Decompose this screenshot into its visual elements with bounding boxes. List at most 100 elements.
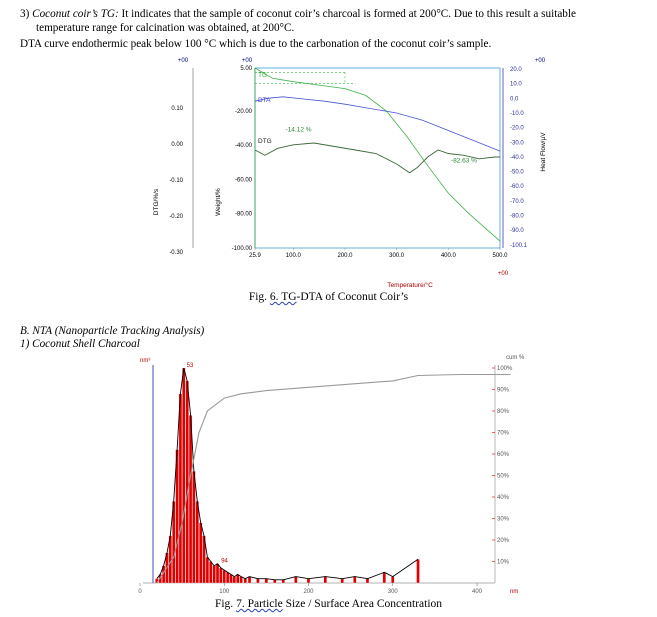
tg-dta-chart: +00 +00 +00 DTG/%/s Weight/% Heat Flow/µ…: [153, 58, 547, 289]
paragraph-tg-line2: temperature range for calcination was ob…: [36, 22, 295, 34]
histogram-bar: [185, 380, 189, 584]
heat-tick-label: -20.0: [510, 126, 524, 132]
heat-tick-label: -70.0: [510, 199, 524, 205]
histogram-bar: [205, 557, 210, 584]
cum-tick-label: 50%: [497, 474, 510, 480]
dtg-axis-label: DTG/%/s: [153, 188, 160, 215]
histogram-bar: [391, 576, 395, 584]
dta-series-label: DTA: [258, 97, 271, 104]
histogram-bar: [178, 393, 183, 584]
dtg-series-label: DTG: [258, 138, 272, 145]
nta-y-label: nm³: [140, 358, 150, 364]
histogram-bar: [229, 574, 233, 584]
histogram-bar: [340, 578, 344, 584]
histogram-bar: [199, 522, 203, 584]
histogram-bar: [306, 578, 311, 584]
heat-tick-label: -50.0: [510, 170, 524, 176]
histogram-bar: [182, 367, 186, 584]
dtg-axis-top-tick: +00: [178, 58, 189, 64]
item-number: 3): [20, 8, 30, 20]
figure-7-caption: Fig. 7. Particle Size / Surface Area Con…: [0, 598, 657, 610]
paragraph-tg: 3) Coconut coir’s TG: It indicates that …: [20, 7, 650, 21]
x-axis-label: Temperature/°C: [387, 281, 433, 289]
weight-tick-label: -60.00: [235, 177, 253, 183]
cum-tick-label: 80%: [497, 409, 510, 415]
cumulative-line: [156, 373, 511, 584]
cum-tick-label: 90%: [497, 388, 510, 394]
nta-x-unit: nm: [510, 589, 518, 595]
peak-label: 94: [221, 559, 228, 565]
cum-tick-label: 40%: [497, 495, 510, 501]
histogram-bar: [243, 578, 247, 584]
figure-6-caption: Fig. 6. TG-DTA of Coconut Coir’s: [0, 291, 657, 303]
histogram-bar: [273, 579, 277, 584]
fig7-title: Size / Surface Area Concentration: [282, 598, 443, 610]
nta-right-axis-label: cum %: [506, 355, 525, 361]
histogram-bar: [209, 561, 213, 584]
cum-tick-label: 10%: [497, 560, 510, 566]
fig6-prefix: Fig.: [248, 291, 268, 303]
nta-x-tick-label: 200: [303, 589, 314, 595]
section-b-heading: B. NTA (Nanoparticle Tracking Analysis): [20, 325, 205, 337]
nta-x-tick-label: 400: [472, 589, 483, 595]
dtg-tick-label: -0.10: [169, 178, 183, 184]
heat-tick-label: -90.0: [510, 228, 524, 234]
weight-axis-top-tick: +00: [242, 58, 253, 64]
mass-loss-annotation: -14.12 %: [286, 126, 312, 133]
heat-tick-label: -30.0: [510, 140, 524, 146]
weight-tick-label: -20.00: [235, 109, 253, 115]
weight-tick-label: -40.00: [235, 143, 253, 149]
dtg-tick-label: -0.20: [169, 214, 183, 220]
x-tick-label: 25.9: [249, 253, 261, 259]
x-tick-label: 200.0: [337, 253, 353, 259]
histogram-bar: [232, 576, 237, 584]
cum-tick-label: 70%: [497, 431, 510, 437]
series-dta-line: [254, 96, 501, 152]
distribution-fit-line: [156, 367, 419, 581]
weight-tick-label: -100.00: [232, 246, 253, 252]
heat-tick-label: -100.1: [510, 243, 528, 249]
histogram-bar: [382, 572, 386, 584]
heat-axis-label: Heat Flow/µV: [540, 132, 547, 172]
nta-x-tick-label: 100: [219, 589, 230, 595]
cum-tick-label: 20%: [497, 538, 510, 544]
weight-tick-label: -80.00: [235, 212, 253, 218]
weight-axis-label: Weight/%: [215, 188, 222, 216]
nta-x-tick-label: 300: [388, 589, 399, 595]
x-axis-bottom-tick: +00: [498, 271, 509, 277]
heat-tick-label: -80.0: [510, 214, 524, 220]
dtg-tick-label: 0.10: [171, 106, 183, 112]
histogram-bar: [416, 559, 420, 584]
mass-loss-annotation: -82.63 %: [451, 157, 477, 164]
nta-x-tick-label: 0: [138, 589, 142, 595]
histogram-bar: [215, 563, 220, 584]
heat-tick-label: -60.0: [510, 184, 524, 190]
cum-tick-label: 100%: [497, 366, 513, 372]
histogram-bar: [323, 576, 328, 584]
heat-tick-label: -40.0: [510, 155, 524, 161]
histogram-bar: [264, 578, 269, 584]
paragraph-dta: DTA curve endothermic peak below 100 °C …: [20, 38, 492, 50]
dtg-tick-label: -0.30: [169, 250, 183, 256]
histogram-bar: [294, 576, 298, 584]
histogram-bar: [353, 576, 357, 584]
tg-description: It indicates that the sample of coconut …: [118, 8, 576, 20]
series-dtg-line: [254, 142, 500, 174]
section-1-heading: 1) Coconut Shell Charcoal: [20, 338, 140, 350]
x-tick-label: 100.0: [286, 253, 302, 259]
histogram-bar: [281, 579, 285, 584]
fig6-title: -DTA of Coconut Coir’s: [296, 291, 409, 303]
x-tick-label: 300.0: [389, 253, 405, 259]
histogram-bar: [195, 501, 199, 584]
cum-tick-label: 30%: [497, 517, 510, 523]
heat-tick-label: -10.0: [510, 111, 524, 117]
fig7-prefix: Fig.: [214, 598, 234, 610]
tg-series-label: TG: [258, 72, 267, 79]
peak-label: 53: [187, 363, 194, 369]
heat-tick-label: 10.0: [510, 82, 522, 88]
heat-tick-label: 20.0: [510, 67, 522, 73]
weight-tick-label: 5.00: [240, 66, 252, 72]
histogram-bar: [192, 471, 196, 584]
histogram-bar: [256, 578, 260, 584]
histogram-bar: [225, 572, 230, 584]
